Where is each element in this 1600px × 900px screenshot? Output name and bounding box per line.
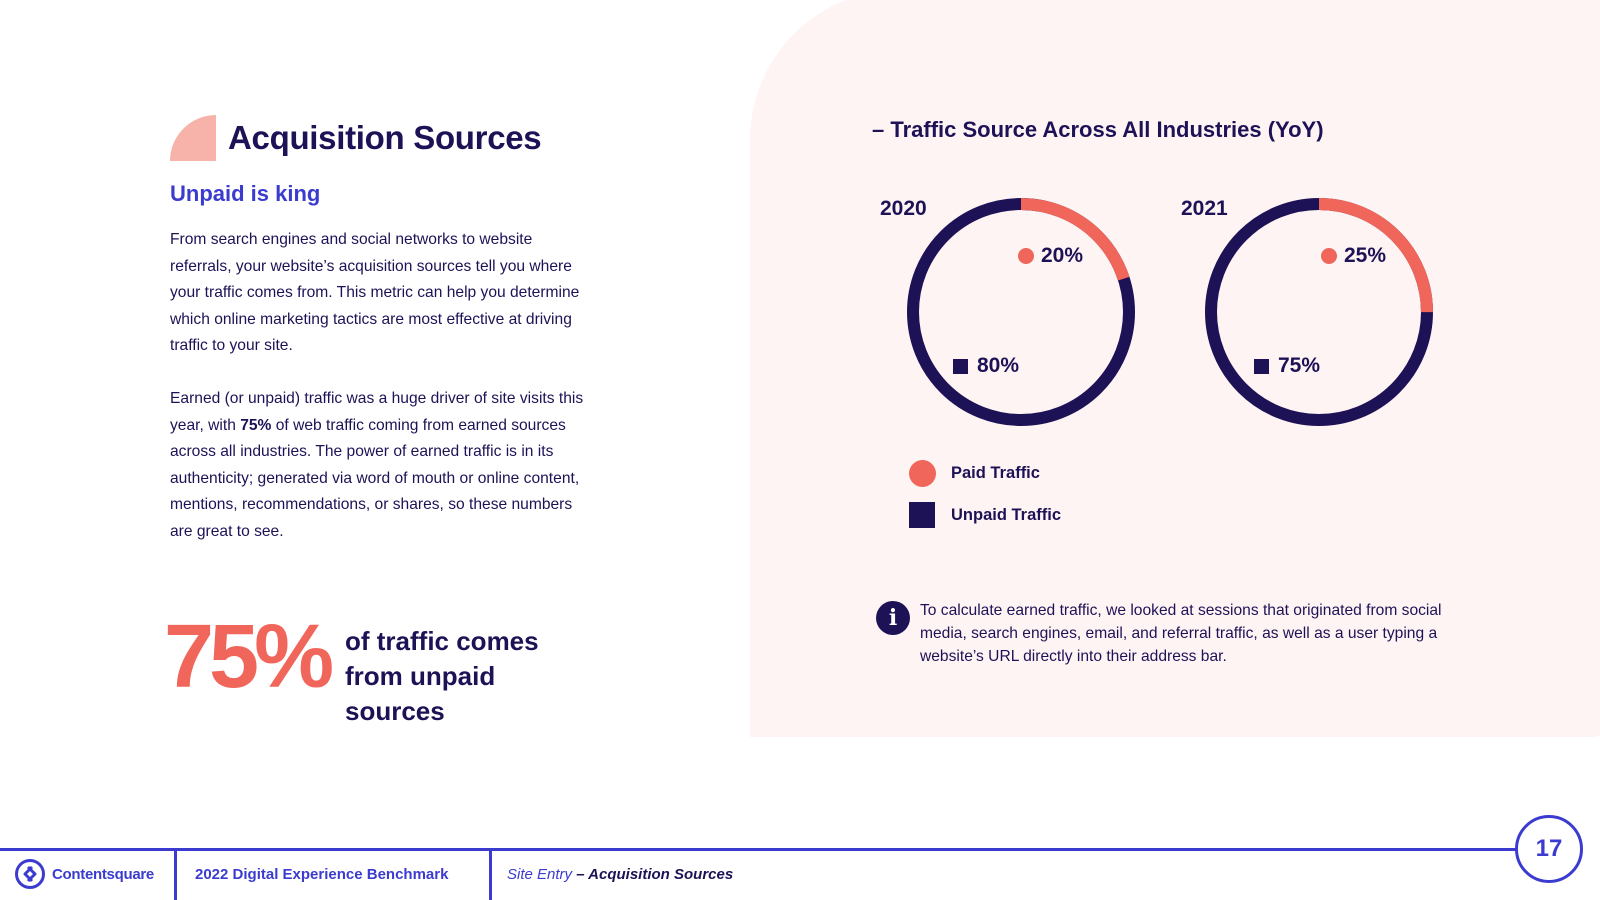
paragraph-text: of web traffic coming from earned source…	[170, 416, 580, 540]
info-icon: i	[876, 601, 910, 635]
highlight-stat-value: 75%	[164, 607, 334, 707]
page-number: 17	[1515, 815, 1583, 883]
footer-divider	[0, 848, 1524, 851]
report-title: 2022 Digital Experience Benchmark	[195, 866, 449, 883]
unpaid-percent-2020: 80%	[953, 354, 1019, 378]
breadcrumb-section[interactable]: Site Entry	[507, 866, 573, 883]
paragraph-text: Earned (or unpaid) traffic was a huge dr…	[170, 390, 584, 434]
paid-percent-2020: 20%	[1018, 244, 1083, 268]
year-label-2020: 2020	[880, 197, 927, 220]
intro-paragraph: From search engines and social networks …	[170, 231, 580, 354]
highlight-stat-text: of traffic comes from unpaid sources	[345, 626, 539, 726]
chart-title: – Traffic Source Across All Industries (…	[872, 117, 1324, 142]
unpaid-square-icon	[1254, 358, 1269, 374]
legend-item-unpaid: Unpaid Traffic	[909, 502, 1061, 528]
paid-legend-dot-icon	[909, 460, 936, 487]
paid-dot-icon	[1018, 248, 1034, 264]
earned-traffic-paragraph: Earned (or unpaid) traffic was a huge dr…	[170, 386, 590, 545]
year-label-2021: 2021	[1181, 197, 1228, 220]
paid-arc	[907, 198, 1135, 426]
logo-wordmark: Contentsquare	[52, 865, 154, 883]
contentsquare-logo-icon	[15, 859, 45, 889]
unpaid-legend-square-icon	[909, 502, 935, 528]
paid-percent-2021: 25%	[1321, 244, 1386, 268]
paid-dot-icon	[1321, 248, 1337, 264]
unpaid-percent-label: 80%	[977, 354, 1020, 377]
legend-label: Unpaid Traffic	[951, 505, 1062, 524]
paragraph-highlight: 75%	[240, 416, 272, 434]
paid-percent-label: 25%	[1344, 244, 1387, 267]
quarter-circle-icon	[170, 115, 216, 161]
donut-chart-2020	[907, 198, 1135, 426]
legend-item-paid: Paid Traffic	[909, 460, 1040, 487]
donut-chart-2021	[1205, 198, 1433, 426]
unpaid-square-icon	[953, 358, 968, 374]
breadcrumb-current: – Acquisition Sources	[576, 866, 734, 883]
page-title: Acquisition Sources	[228, 119, 542, 156]
unpaid-percent-label: 75%	[1278, 354, 1321, 377]
breadcrumb: Site Entry – Acquisition Sources	[507, 866, 733, 883]
unpaid-percent-2021: 75%	[1254, 354, 1320, 378]
legend-label: Paid Traffic	[951, 464, 1040, 482]
brand-logo[interactable]: Contentsquare	[14, 858, 154, 890]
section-subtitle: Unpaid is king	[170, 181, 321, 206]
footer-separator	[174, 850, 177, 900]
footer-separator	[489, 850, 492, 900]
paid-percent-label: 20%	[1041, 244, 1084, 267]
paid-arc	[1205, 198, 1433, 426]
title-block: Acquisition Sources	[170, 115, 542, 161]
methodology-note: To calculate earned traffic, we looked a…	[920, 602, 1442, 665]
